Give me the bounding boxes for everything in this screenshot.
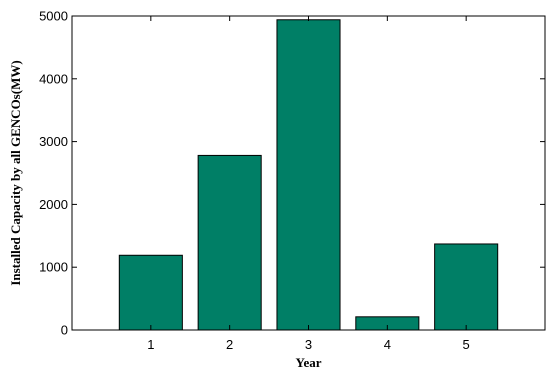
y-tick-label: 5000 [39,9,68,24]
y-tick-label: 3000 [39,134,68,149]
bar-year-1 [119,255,182,330]
y-tick-labels: 0 1000 2000 3000 4000 5000 [39,9,68,338]
x-tick-label: 1 [147,337,154,352]
y-tick-label: 2000 [39,197,68,212]
bar-year-3 [277,20,340,330]
bars-group [119,20,497,330]
y-tick-label: 4000 [39,71,68,86]
y-tick-label: 0 [61,323,68,338]
x-tick-label: 4 [384,337,391,352]
x-tick-label: 3 [305,337,312,352]
y-tick-label: 1000 [39,260,68,275]
bar-year-2 [198,155,261,330]
bar-year-5 [435,244,498,330]
x-tick-label: 5 [463,337,470,352]
x-axis-label: Year [296,355,322,370]
x-tick-labels: 1 2 3 4 5 [147,337,470,352]
x-tick-label: 2 [226,337,233,352]
y-axis-label: Installed Capacity by all GENCOs(MW) [8,60,23,285]
